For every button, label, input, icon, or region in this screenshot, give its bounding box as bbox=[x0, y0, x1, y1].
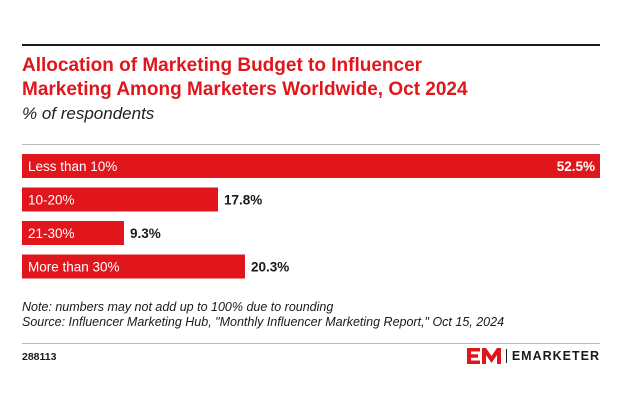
note-text: Note: numbers may not add up to 100% due… bbox=[22, 300, 334, 314]
category-label-0: Less than 10% bbox=[28, 159, 117, 174]
chart-subtitle: % of respondents bbox=[22, 104, 155, 123]
top-rule bbox=[22, 44, 600, 46]
chart-id: 288113 bbox=[22, 351, 57, 363]
value-label-3: 20.3% bbox=[251, 260, 289, 275]
bar-1 bbox=[22, 187, 218, 212]
chart-title-line-2: Marketing Among Marketers Worldwide, Oct… bbox=[22, 79, 468, 100]
category-label-2: 21-30% bbox=[28, 226, 75, 241]
value-label-0: 52.5% bbox=[557, 159, 595, 174]
chart-notes: Note: numbers may not add up to 100% due… bbox=[22, 300, 612, 330]
chart-title: Allocation of Marketing Budget to Influe… bbox=[22, 54, 612, 102]
brand-name: EMARKETER bbox=[511, 349, 600, 363]
chart-title-line-1: Allocation of Marketing Budget to Influe… bbox=[22, 55, 423, 76]
value-label-2: 9.3% bbox=[130, 226, 161, 241]
em-logo-icon bbox=[466, 348, 501, 364]
bar-chart: Less than 10% 52.5% 10-20% 17.8% 21-30% 9.3% M… bbox=[22, 154, 600, 279]
footer-divider bbox=[22, 343, 600, 344]
category-label-3: More than 30% bbox=[28, 260, 120, 275]
bar-3 bbox=[22, 254, 245, 279]
value-label-1: 17.8% bbox=[224, 193, 262, 208]
bar-0 bbox=[22, 154, 600, 178]
category-label-1: 10-20% bbox=[28, 193, 75, 208]
brand: EMARKETER bbox=[466, 348, 600, 364]
source-text: Source: Influencer Marketing Hub, "Month… bbox=[22, 315, 505, 329]
header-divider bbox=[22, 144, 600, 145]
bar-2 bbox=[22, 221, 124, 245]
brand-separator bbox=[505, 349, 507, 363]
